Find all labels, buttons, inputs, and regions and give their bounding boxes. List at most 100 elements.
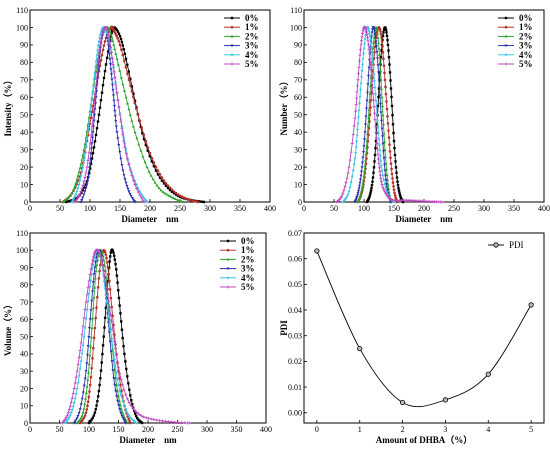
data-point — [80, 169, 84, 173]
data-point — [114, 125, 118, 129]
data-point — [199, 200, 203, 203]
data-point — [366, 39, 370, 43]
data-point — [76, 196, 80, 200]
data-point — [356, 84, 360, 88]
data-point — [379, 78, 383, 81]
data-point — [105, 56, 109, 60]
data-point — [144, 143, 148, 147]
data-point — [117, 32, 121, 35]
x-tick-label: 0 — [302, 204, 306, 213]
data-point — [376, 104, 380, 108]
data-point — [116, 37, 119, 40]
data-point — [355, 96, 359, 100]
data-point — [369, 98, 373, 102]
data-point — [374, 99, 378, 103]
data-point — [103, 40, 107, 43]
data-point — [357, 65, 361, 69]
data-point — [92, 119, 96, 123]
data-point — [398, 191, 401, 195]
data-point — [115, 34, 118, 38]
data-point — [380, 87, 383, 90]
data-point — [88, 113, 92, 117]
data-point — [121, 383, 125, 387]
data-point — [120, 126, 124, 130]
data-point — [72, 186, 76, 190]
data-point — [133, 409, 136, 413]
data-point — [382, 131, 386, 135]
y-tick-label: 0.01 — [288, 383, 302, 392]
data-point — [78, 192, 82, 196]
data-point — [97, 53, 101, 57]
data-point — [150, 160, 154, 163]
data-point — [89, 162, 93, 165]
y-tick-label: 40 — [20, 350, 28, 359]
data-point — [368, 193, 372, 197]
data-point — [392, 185, 395, 188]
data-point — [369, 37, 372, 41]
data-point — [166, 184, 170, 187]
data-point — [84, 391, 88, 395]
data-point — [65, 413, 69, 417]
data-point — [383, 163, 386, 167]
data-point — [101, 352, 104, 356]
data-point — [369, 62, 372, 66]
legend-marker — [230, 16, 234, 20]
legend-label: 5% — [245, 59, 259, 69]
data-point — [394, 166, 398, 169]
data-point — [390, 172, 394, 176]
data-point — [130, 417, 134, 422]
y-tick-label: 60 — [20, 93, 28, 102]
legend-label: 5% — [241, 282, 255, 292]
legend-marker — [226, 276, 230, 280]
x-axis-label: Diameter nm — [121, 214, 179, 224]
data-point — [81, 391, 85, 395]
data-point — [127, 413, 131, 418]
data-point — [140, 196, 144, 200]
y-tick-label: 110 — [16, 229, 28, 238]
data-point — [119, 37, 123, 41]
data-point — [187, 421, 191, 425]
data-point — [150, 156, 154, 160]
data-point — [363, 169, 366, 173]
series-1% — [78, 248, 132, 425]
data-point — [356, 78, 360, 82]
data-point — [399, 195, 402, 199]
data-point — [109, 296, 113, 300]
data-point — [376, 147, 379, 151]
data-point — [370, 45, 373, 50]
data-point — [117, 404, 121, 407]
data-point — [141, 198, 145, 202]
data-point — [110, 29, 114, 32]
data-point — [131, 178, 135, 182]
data-point — [373, 153, 377, 157]
data-point — [95, 253, 99, 256]
data-point — [123, 59, 126, 63]
data-point — [119, 312, 122, 315]
data-point — [163, 191, 167, 195]
legend-marker — [230, 44, 234, 48]
data-point — [374, 40, 378, 44]
data-point — [365, 107, 368, 111]
data-point — [89, 309, 93, 312]
series-5% — [60, 248, 191, 425]
data-point — [77, 374, 81, 378]
data-point — [348, 185, 352, 189]
data-point — [170, 188, 174, 192]
y-tick-label: 10 — [294, 180, 302, 189]
data-point — [92, 346, 95, 350]
x-tick-label: 0 — [28, 425, 32, 434]
data-point — [83, 151, 87, 156]
legend-marker — [230, 25, 234, 29]
data-point — [97, 113, 101, 116]
data-point — [118, 43, 122, 47]
data-point — [135, 414, 138, 418]
series-1% — [61, 25, 200, 204]
data-point — [109, 255, 112, 258]
legend: 0%1%2%3%4%5% — [224, 13, 259, 69]
legend-marker — [493, 242, 499, 248]
data-point — [386, 38, 389, 42]
data-point — [345, 176, 349, 180]
data-point — [104, 306, 108, 310]
data-point — [355, 139, 359, 143]
